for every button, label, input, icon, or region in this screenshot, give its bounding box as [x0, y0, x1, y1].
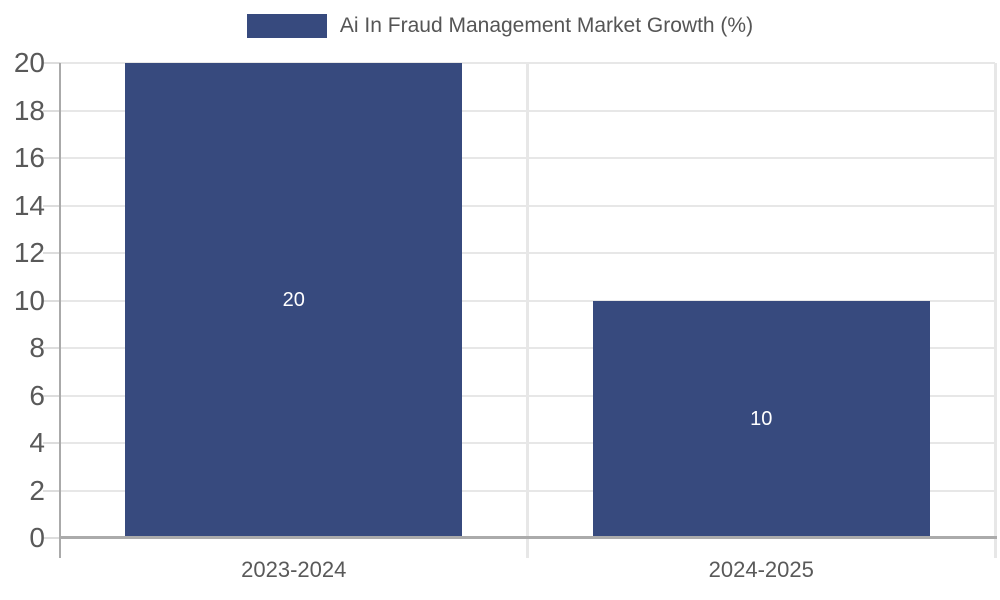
y-axis-tick [43, 109, 60, 112]
y-axis-tick [43, 537, 60, 539]
y-tick-label: 8 [29, 332, 45, 363]
y-tick-label: 0 [29, 522, 45, 553]
gridline-vertical [526, 63, 529, 558]
x-tick-label: 2023-2024 [241, 557, 347, 582]
y-axis-tick [43, 394, 60, 397]
legend-item[interactable]: Ai In Fraud Management Market Growth (%) [0, 14, 1000, 38]
bar-value-label: 20 [282, 289, 305, 311]
y-tick-label: 20 [13, 47, 45, 78]
x-tick-label: 2024-2025 [708, 557, 814, 582]
y-axis-tick [43, 347, 60, 349]
plot-area: 20 10 [43, 62, 997, 558]
y-tick-label: 18 [13, 94, 45, 126]
x-axis-line [60, 536, 997, 539]
legend-label: Ai In Fraud Management Market Growth (%) [339, 14, 754, 37]
y-tick-label: 10 [13, 284, 45, 316]
y-axis-tick [43, 157, 60, 159]
y-tick-label: 6 [29, 379, 45, 411]
y-tick-label: 14 [13, 189, 45, 221]
y-tick-label: 12 [13, 237, 45, 268]
y-tick-label: 16 [13, 142, 45, 173]
gridline-vertical [993, 63, 997, 558]
bar[interactable]: 20 [125, 63, 463, 538]
y-axis-tick [43, 442, 60, 444]
y-axis-tick [43, 204, 60, 207]
y-tick-label: 4 [29, 427, 45, 458]
y-axis-tick [43, 252, 60, 254]
legend-swatch [246, 14, 327, 38]
y-axis-line [59, 63, 61, 558]
y-axis-tick [43, 299, 60, 302]
y-axis-tick [43, 489, 60, 492]
y-axis-tick [43, 62, 60, 64]
bar[interactable]: 10 [592, 300, 930, 538]
bar-value-label: 10 [750, 407, 773, 430]
y-tick-label: 2 [29, 474, 45, 506]
